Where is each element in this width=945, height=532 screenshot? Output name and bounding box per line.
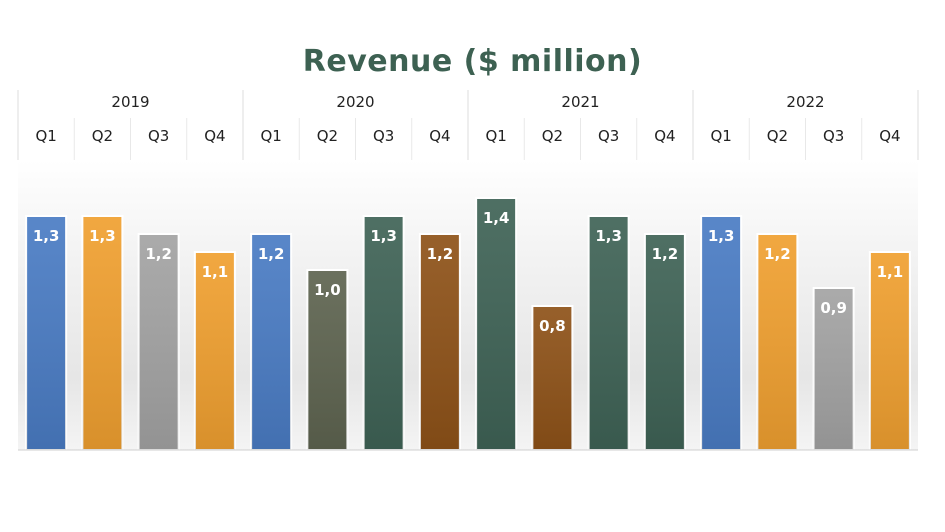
value-label: 1,3 <box>370 227 397 245</box>
quarter-label: Q2 <box>767 127 788 145</box>
quarter-label: Q4 <box>204 127 225 145</box>
value-labels: 1,3 1,3 1,2 1,1 1,2 1,0 1,3 1,2 1,4 0,8 1,3 1,2 1,3 1… <box>33 209 903 335</box>
bar-shade <box>588 216 629 450</box>
quarter-label: Q4 <box>879 127 900 145</box>
bar-shade <box>194 252 235 450</box>
quarter-label: Q2 <box>92 127 113 145</box>
value-label: 1,3 <box>33 227 60 245</box>
bar-shade <box>532 306 573 450</box>
quarter-label: Q3 <box>148 127 169 145</box>
bars <box>25 197 911 451</box>
quarter-label: Q1 <box>485 127 506 145</box>
year-label: 2019 <box>111 93 149 111</box>
value-label: 1,2 <box>258 245 285 263</box>
bar-shade <box>363 216 404 450</box>
bar-shade <box>869 252 910 450</box>
value-label: 1,3 <box>708 227 735 245</box>
value-label: 0,8 <box>539 317 566 335</box>
quarter-label: Q4 <box>654 127 675 145</box>
quarter-label: Q1 <box>710 127 731 145</box>
value-label: 1,4 <box>483 209 510 227</box>
value-label: 1,2 <box>652 245 679 263</box>
value-label: 1,2 <box>764 245 791 263</box>
bar-shade <box>307 270 348 450</box>
quarter-label: Q2 <box>317 127 338 145</box>
value-label: 1,3 <box>89 227 116 245</box>
value-label: 0,9 <box>820 299 847 317</box>
value-label: 1,0 <box>314 281 341 299</box>
bar-shade <box>757 234 798 450</box>
bar-shade <box>813 288 854 450</box>
year-label: 2022 <box>786 93 824 111</box>
value-label: 1,2 <box>145 245 172 263</box>
bar-shade <box>82 216 123 450</box>
quarter-label: Q2 <box>542 127 563 145</box>
year-label: 2020 <box>336 93 374 111</box>
value-label: 1,1 <box>877 263 904 281</box>
bar-shade <box>26 216 67 450</box>
bar-shade <box>419 234 460 450</box>
bar-shade <box>251 234 292 450</box>
value-label: 1,2 <box>427 245 454 263</box>
value-label: 1,3 <box>595 227 622 245</box>
quarter-label: Q3 <box>373 127 394 145</box>
quarter-label: Q1 <box>35 127 56 145</box>
year-labels: 2019 2020 2021 2022 <box>111 93 824 111</box>
bar-shade <box>476 198 517 450</box>
bar-shade <box>701 216 742 450</box>
quarter-labels: Q1 Q2 Q3 Q4 Q1 Q2 Q3 Q4 Q1 Q2 Q3 Q4 Q1 Q2 Q3 Q4 <box>35 127 900 145</box>
year-label: 2021 <box>561 93 599 111</box>
bar-shade <box>138 234 179 450</box>
chart-title: Revenue ($ million) <box>302 44 643 79</box>
value-label: 1,1 <box>202 263 229 281</box>
quarter-label: Q4 <box>429 127 450 145</box>
quarter-label: Q1 <box>260 127 281 145</box>
quarter-label: Q3 <box>823 127 844 145</box>
quarter-label: Q3 <box>598 127 619 145</box>
header-separators <box>17 90 919 160</box>
bar-shade <box>644 234 685 450</box>
